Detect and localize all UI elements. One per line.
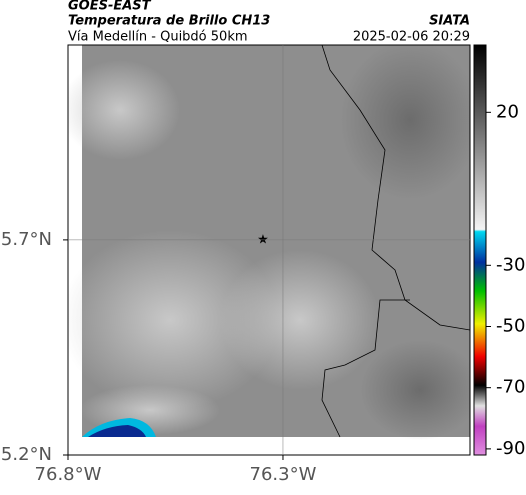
colorbar-tick-label: -50 [496, 315, 525, 336]
timestamp: 2025-02-06 20:29 [353, 30, 470, 45]
title: GOES-EAST [68, 0, 152, 14]
lat-tick-label: 5.2°N [1, 444, 52, 465]
lat-tick-label: 5.7°N [1, 229, 52, 250]
imagery [68, 45, 470, 455]
colorbar-tick-label: -90 [496, 438, 525, 459]
colorbar-tick-label: 20 [496, 101, 519, 122]
lon-tick-label: 76.3°W [250, 464, 317, 485]
location: Vía Medellín - Quibdó 50km [68, 30, 248, 45]
map-frame [67, 44, 471, 456]
colorbar-tick-label: -70 [496, 377, 525, 398]
subtitle: Temperatura de Brillo CH13 [68, 14, 270, 29]
lon-tick-label: 76.8°W [35, 464, 102, 485]
source: SIATA [429, 14, 470, 29]
colorbar-tick-label: -30 [496, 254, 525, 275]
colorbar [473, 44, 487, 456]
